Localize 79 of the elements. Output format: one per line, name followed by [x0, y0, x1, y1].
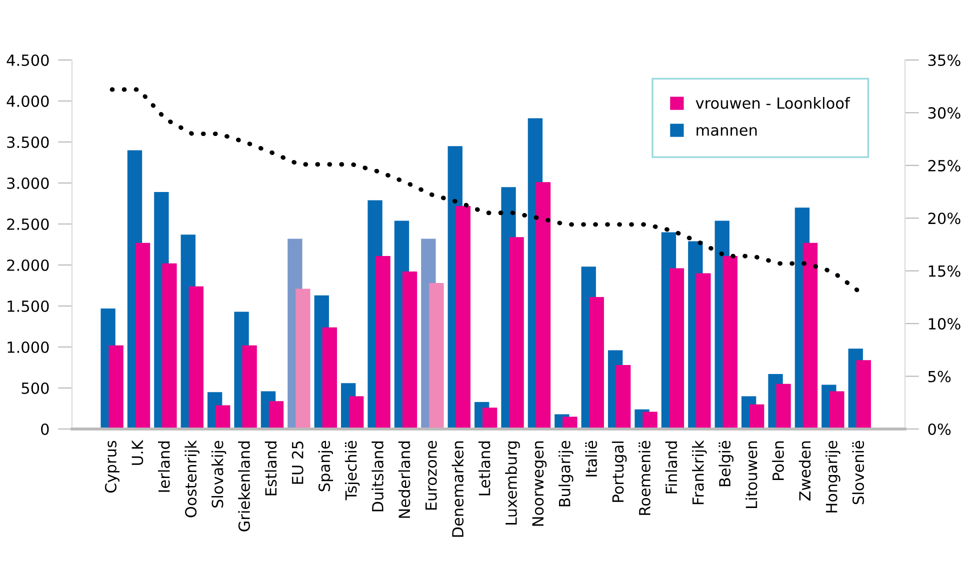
bar — [642, 412, 658, 429]
bar — [402, 272, 418, 429]
y2-tick-label: 35% — [928, 54, 960, 66]
y2-tick-label: 25% — [928, 160, 960, 172]
x-tick-label: Eurozone — [426, 440, 437, 510]
x-tick-label: Noorwegen — [532, 441, 547, 526]
bar — [802, 242, 818, 429]
bar — [349, 396, 364, 429]
x-tick-label: Polen — [772, 441, 784, 480]
x-tick-label: Bulgarije — [558, 440, 574, 506]
x-tick-label: Letland — [478, 442, 490, 496]
bar — [536, 182, 551, 429]
x-tick-label: Finland — [665, 442, 678, 494]
y-tick-label: 3.500 — [7, 136, 49, 148]
x-tick-label: U.K — [132, 440, 144, 465]
x-tick-label: Luxemburg — [505, 442, 520, 524]
x-tick-label: EU 25 — [292, 441, 304, 484]
x-tick-label: Roemenië — [638, 440, 650, 515]
bar — [456, 206, 470, 429]
y2-tick-label: 5% — [928, 370, 951, 382]
bar — [242, 345, 257, 429]
x-tick-label: Duitsland — [372, 441, 384, 512]
bar — [482, 408, 498, 429]
y2-tick-label: 10% — [928, 318, 960, 330]
line-series — [110, 87, 862, 294]
x-tick-label: Litouwen — [745, 441, 758, 508]
bar — [216, 405, 230, 429]
x-tick-label: Frankrijk — [692, 440, 707, 504]
y-tick-label: 4.000 — [6, 95, 49, 108]
x-tick-label: Slovenië — [852, 440, 864, 504]
bar — [188, 286, 204, 429]
bar — [135, 242, 150, 429]
y-tick-label: 4.500 — [6, 54, 49, 66]
bar — [749, 404, 764, 429]
y-tick-label: 2.500 — [7, 218, 49, 230]
y2-tick-label: 30% — [928, 107, 960, 119]
y-tick-label: 1.500 — [8, 300, 49, 312]
y2-tick-label: 0% — [928, 423, 951, 436]
y-tick-label: 3.000 — [7, 177, 49, 190]
x-tick-label: Spanje — [318, 440, 334, 492]
bar — [562, 416, 578, 429]
bar — [376, 256, 390, 429]
x-tick-label: Slovakije — [211, 440, 226, 508]
legend-label: vrouwen - Loonkloof — [696, 97, 850, 109]
bar — [616, 365, 631, 429]
bar — [296, 288, 310, 429]
y-tick-label: 2.000 — [7, 259, 49, 272]
bar — [776, 384, 791, 429]
bar — [589, 296, 604, 429]
bar — [268, 401, 284, 429]
x-tick-label: Ierland — [158, 442, 170, 492]
bar — [429, 283, 444, 429]
x-tick-label: Italië — [585, 440, 598, 476]
y-tick-label: 500 — [22, 382, 49, 394]
bar — [509, 237, 524, 429]
bar — [162, 263, 177, 429]
x-tick-label: België — [718, 440, 734, 486]
bar — [322, 327, 337, 429]
bar — [856, 360, 871, 429]
x-tick-label: Denemarken — [452, 441, 464, 537]
x-tick-label: Oostenrijk — [184, 440, 200, 518]
x-tick-label: Portugal — [612, 442, 627, 502]
y-tick-label: 0 — [41, 423, 49, 436]
bar — [108, 345, 124, 429]
x-tick-label: Griekenland — [238, 442, 250, 532]
x-tick-label: Zweden — [798, 441, 811, 501]
bar — [722, 256, 738, 429]
bar — [830, 391, 844, 429]
x-tick-label: Nederland — [398, 442, 410, 518]
y2-tick-label: 15% — [928, 265, 960, 277]
bar — [696, 273, 711, 429]
x-tick-label: Hongarije — [826, 440, 840, 512]
legend-label: mannen — [696, 127, 757, 136]
y2-tick-label: 20% — [928, 212, 960, 224]
y-tick-label: 1.000 — [8, 341, 49, 354]
x-tick-label: Estland — [264, 442, 277, 496]
x-tick-label: Tsjechië — [344, 440, 360, 500]
bar — [669, 268, 684, 429]
x-tick-label: Cyprus — [104, 440, 120, 493]
